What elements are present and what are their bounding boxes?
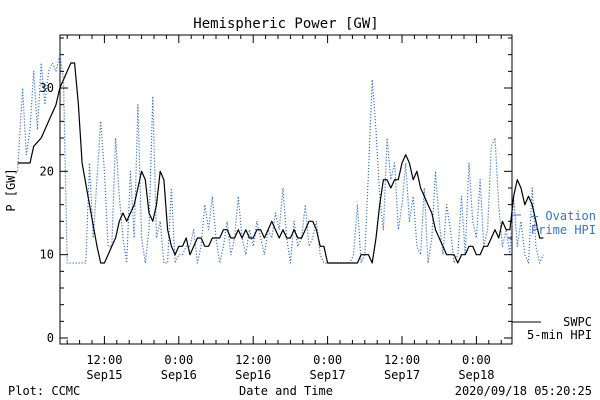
x-tick-time-label: 0:00 — [313, 353, 342, 367]
x-tick-time-label: 12:00 — [384, 353, 420, 367]
series-line-swpc — [17, 62, 544, 264]
footer-credit: Plot: CCMC — [8, 384, 80, 398]
y-tick-label: 10 — [40, 248, 54, 262]
footer-timestamp: 2020/09/18 05:20:25 — [455, 384, 592, 398]
y-tick-label: 30 — [40, 81, 54, 95]
legend-swpc: SWPC 5-min HPI — [527, 315, 592, 342]
x-tick-time-label: 12:00 — [86, 353, 122, 367]
x-tick-date-label: Sep16 — [235, 368, 271, 382]
legend-ovation: — Ovation Prime HPI — [531, 209, 596, 237]
x-tick-date-label: Sep16 — [161, 368, 197, 382]
plot-frame — [59, 34, 541, 345]
x-tick-time-label: 0:00 — [462, 353, 491, 367]
y-axis-ticks: 0 10 20 30 — [40, 37, 512, 345]
x-tick-date-label: Sep17 — [310, 368, 346, 382]
y-axis-label: P [GW] — [4, 168, 18, 211]
legend-swpc-line2: 5-min HPI — [527, 328, 592, 342]
x-axis-label: Date and Time — [239, 384, 333, 398]
x-axis-ticks: 12:00Sep150:00Sep1612:00Sep160:00Sep1712… — [66, 35, 502, 382]
plot-border — [59, 34, 513, 345]
chart-title: Hemispheric Power [GW] — [193, 16, 378, 32]
x-tick-date-label: Sep15 — [86, 368, 122, 382]
legend-ovation-line1: — Ovation — [531, 209, 596, 223]
y-tick-label: 0 — [47, 331, 54, 345]
x-tick-time-label: 12:00 — [235, 353, 271, 367]
series-line-ovation — [17, 54, 544, 264]
series-layer — [17, 54, 544, 264]
legend-ovation-line2: Prime HPI — [531, 223, 596, 237]
legend-swpc-line1: SWPC — [563, 315, 592, 329]
x-tick-date-label: Sep17 — [384, 368, 420, 382]
y-tick-label: 20 — [40, 164, 54, 178]
x-tick-time-label: 0:00 — [164, 353, 193, 367]
x-tick-date-label: Sep18 — [458, 368, 494, 382]
